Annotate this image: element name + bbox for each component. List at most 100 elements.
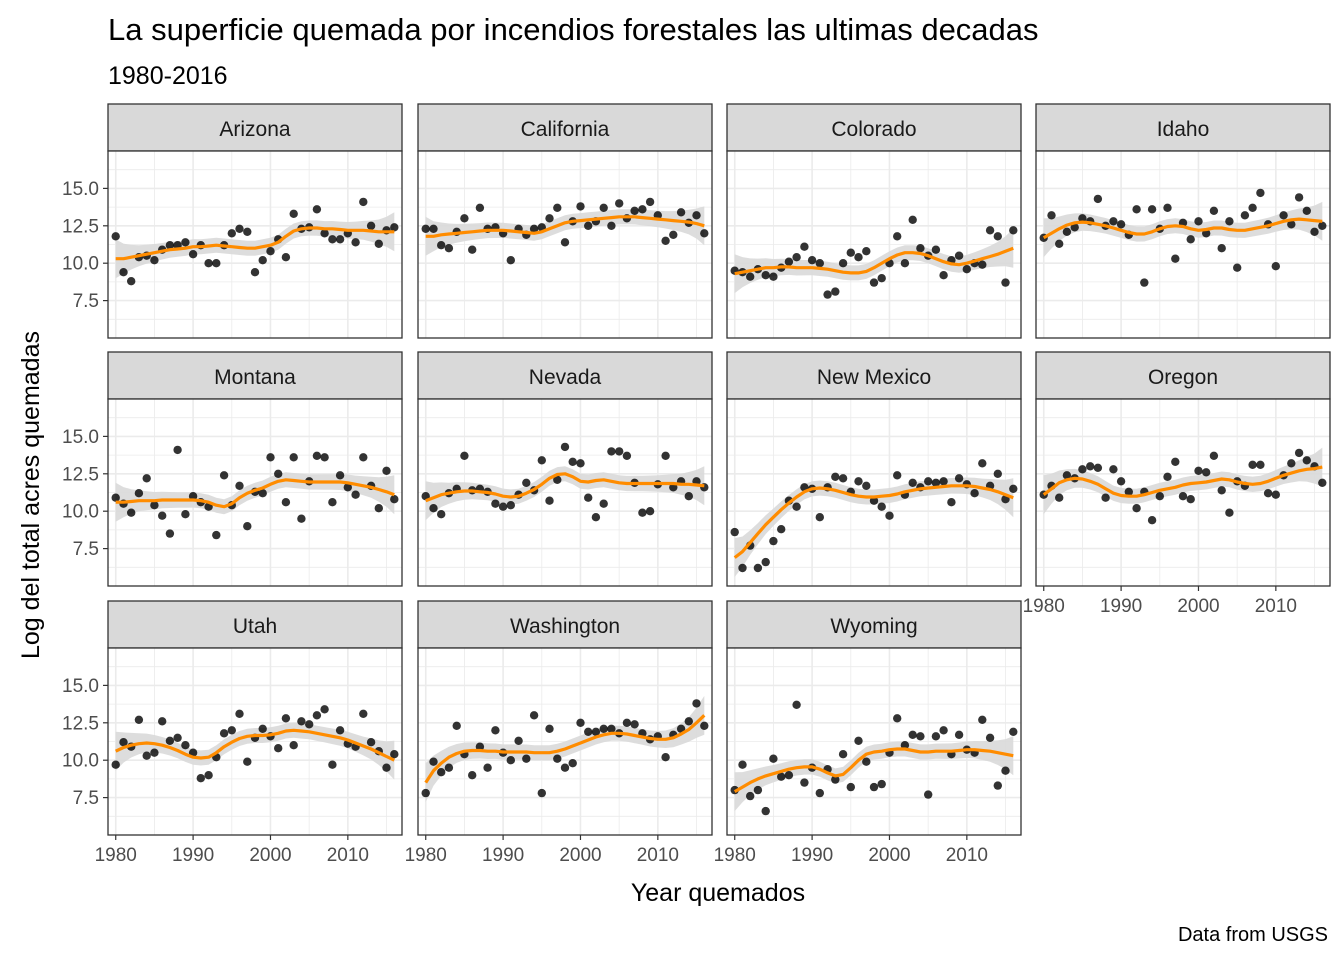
data-point bbox=[584, 221, 593, 230]
x-tick-label: 2010 bbox=[327, 845, 369, 866]
data-point bbox=[1009, 226, 1018, 235]
data-point bbox=[1062, 227, 1072, 236]
data-point bbox=[777, 525, 786, 534]
chart-subtitle: 1980-2016 bbox=[108, 62, 228, 90]
x-tick-label: 1990 bbox=[482, 845, 524, 866]
data-point bbox=[684, 717, 693, 726]
data-point bbox=[761, 557, 770, 567]
data-point bbox=[421, 788, 430, 798]
data-point bbox=[823, 290, 832, 299]
data-point bbox=[1225, 217, 1234, 226]
data-point bbox=[127, 508, 136, 517]
data-point bbox=[584, 727, 593, 736]
panel-oregon: Oregon bbox=[1035, 351, 1331, 587]
data-point bbox=[599, 499, 608, 508]
data-point bbox=[366, 738, 376, 747]
data-point bbox=[939, 271, 948, 280]
data-point bbox=[274, 744, 283, 753]
data-point bbox=[645, 197, 655, 207]
data-point bbox=[1194, 466, 1203, 475]
data-point bbox=[769, 536, 778, 546]
data-point bbox=[1202, 468, 1211, 477]
strip-label-utah: Utah bbox=[233, 615, 277, 638]
data-point bbox=[437, 510, 446, 519]
data-point bbox=[838, 750, 848, 759]
data-point bbox=[498, 502, 508, 511]
data-point bbox=[522, 754, 531, 763]
strip-colorado bbox=[726, 103, 1022, 152]
strip-washington bbox=[417, 600, 713, 649]
data-point bbox=[390, 750, 399, 759]
data-point bbox=[506, 756, 515, 765]
data-point bbox=[158, 511, 167, 520]
data-point bbox=[985, 226, 995, 235]
data-point bbox=[815, 788, 824, 798]
data-point bbox=[281, 498, 291, 507]
data-point bbox=[792, 700, 801, 709]
data-point bbox=[568, 759, 577, 768]
data-point bbox=[390, 495, 399, 504]
y-tick-label: 7.5 bbox=[73, 788, 99, 809]
data-point bbox=[390, 223, 399, 232]
data-point bbox=[359, 453, 368, 462]
data-point bbox=[468, 771, 477, 780]
data-point bbox=[947, 498, 956, 507]
data-point bbox=[661, 753, 670, 762]
panel-new-mexico: New Mexico bbox=[726, 351, 1022, 587]
y-tick-label: 12.5 bbox=[62, 464, 99, 485]
strip-label-colorado: Colorado bbox=[831, 118, 916, 141]
data-point bbox=[954, 730, 964, 739]
data-point bbox=[320, 453, 329, 462]
data-point bbox=[576, 459, 585, 468]
strip-arizona bbox=[107, 103, 403, 152]
x-tick-label: 1980 bbox=[405, 845, 447, 866]
data-point bbox=[227, 726, 236, 735]
strip-label-oregon: Oregon bbox=[1148, 366, 1218, 389]
data-point bbox=[761, 271, 770, 280]
data-point bbox=[869, 782, 879, 792]
panel-border-colorado bbox=[726, 150, 1022, 339]
confidence-band-idaho bbox=[1043, 201, 1323, 258]
data-point bbox=[437, 241, 446, 250]
panel-idaho: Idaho bbox=[1035, 103, 1331, 339]
data-point bbox=[939, 477, 948, 486]
data-point bbox=[692, 699, 701, 708]
data-point bbox=[607, 221, 616, 230]
data-point bbox=[553, 754, 562, 763]
chart-title: La superficie quemada por incendios fore… bbox=[108, 12, 1039, 47]
x-tick-label: 2000 bbox=[559, 845, 601, 866]
data-point bbox=[560, 442, 570, 452]
data-point bbox=[235, 224, 244, 233]
data-point bbox=[607, 724, 616, 733]
data-point bbox=[173, 445, 182, 455]
confidence-band-colorado bbox=[734, 228, 1014, 294]
data-point bbox=[119, 738, 128, 747]
data-point bbox=[212, 259, 221, 268]
data-point bbox=[328, 235, 337, 244]
data-point bbox=[854, 253, 863, 262]
data-point bbox=[661, 236, 670, 245]
data-point bbox=[862, 247, 871, 256]
data-point bbox=[1132, 504, 1141, 513]
data-point bbox=[1263, 489, 1273, 498]
data-point bbox=[320, 705, 329, 714]
data-point bbox=[335, 235, 345, 244]
data-point bbox=[1302, 206, 1312, 215]
data-point bbox=[893, 471, 902, 480]
x-tick-label: 1980 bbox=[1023, 596, 1065, 617]
data-point bbox=[1279, 211, 1288, 220]
data-point bbox=[1256, 188, 1265, 198]
smooth-line-arizona bbox=[115, 226, 395, 261]
panel-montana: Montana 7.5 10.0 12.5 15.0 bbox=[62, 351, 403, 587]
smooth-line-montana bbox=[115, 478, 395, 509]
data-point bbox=[1147, 516, 1157, 525]
data-point bbox=[815, 513, 824, 522]
data-point bbox=[374, 239, 383, 248]
data-point bbox=[165, 736, 175, 745]
data-point bbox=[591, 727, 601, 736]
data-point bbox=[522, 478, 531, 487]
data-point bbox=[258, 489, 267, 498]
x-tick-label: 1990 bbox=[1100, 596, 1142, 617]
panel-wyoming: Wyoming bbox=[726, 600, 1022, 836]
data-point bbox=[746, 791, 755, 801]
